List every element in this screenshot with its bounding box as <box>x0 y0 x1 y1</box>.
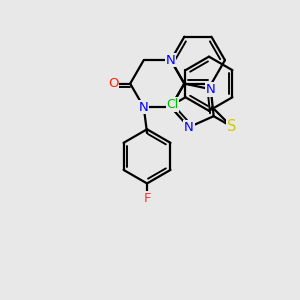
Text: N: N <box>139 100 148 114</box>
Text: Cl: Cl <box>167 98 179 111</box>
Text: N: N <box>166 54 176 67</box>
Text: N: N <box>184 121 194 134</box>
Text: O: O <box>108 77 118 90</box>
Text: N: N <box>206 83 216 96</box>
Text: F: F <box>143 192 151 205</box>
Text: S: S <box>227 119 236 134</box>
